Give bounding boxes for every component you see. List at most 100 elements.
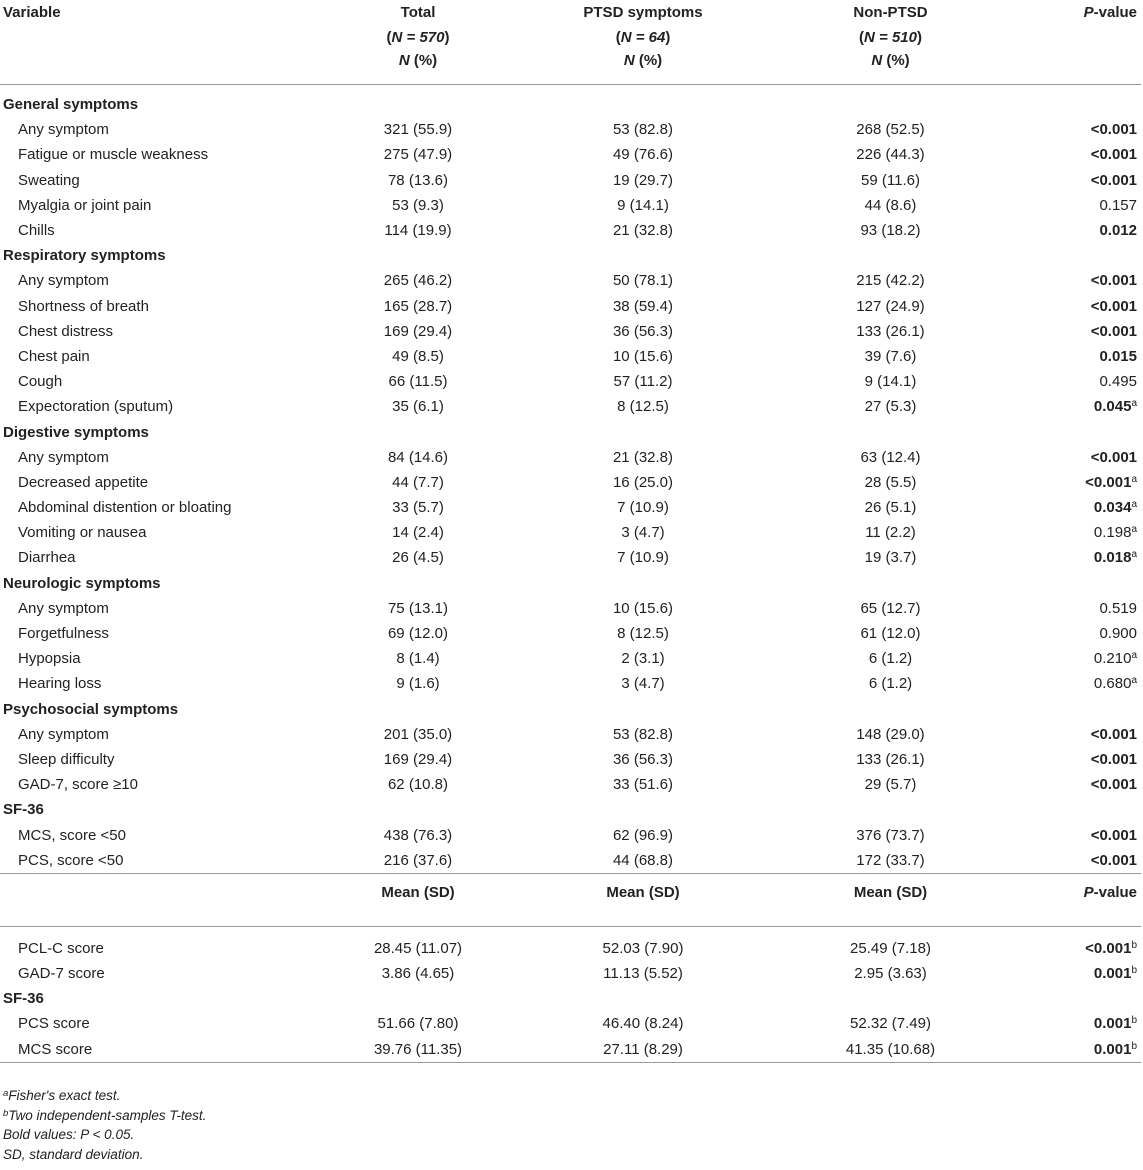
ptsd-value: 49 (76.6)	[612, 146, 674, 164]
total-value: 84 (14.6)	[387, 448, 449, 466]
spacer-row	[0, 85, 1141, 93]
total-value: 53 (9.3)	[392, 196, 444, 214]
p-value-cell: 0.519	[1013, 596, 1141, 621]
table-row: Any symptom 84 (14.6) 21 (32.8) 63 (12.4) <0…	[0, 445, 1141, 470]
footnote-a: aFisher's exact test.	[3, 1088, 121, 1103]
table-row: Myalgia or joint pain 53 (9.3) 9 (14.1) 44 …	[0, 193, 1141, 218]
p-value-cell: 0.900	[1013, 621, 1141, 646]
ptsd-value: 9 (14.1)	[617, 196, 669, 214]
ptsd-value: 7 (10.9)	[617, 499, 669, 517]
non-ptsd-value: 44 (8.6)	[864, 196, 917, 214]
p-value: 0.012	[1099, 222, 1137, 240]
p-value-cell: <0.001	[1013, 747, 1141, 772]
non-ptsd-value: 26 (5.1)	[864, 499, 917, 517]
header-total-n-text: N = 570	[391, 29, 445, 46]
p-value: 0.018	[1093, 549, 1132, 567]
row-label: Vomiting or nausea	[18, 524, 147, 542]
total-value: 321 (55.9)	[383, 121, 453, 139]
non-ptsd-value: 63 (12.4)	[860, 448, 921, 466]
p-value-cell: 0.210a	[1013, 646, 1141, 671]
row-label: Forgetfulness	[18, 625, 109, 643]
p-value: <0.001	[1090, 171, 1137, 189]
non-ptsd-value: 11 (2.2)	[865, 524, 916, 542]
non-ptsd-value: 226 (44.3)	[856, 146, 925, 164]
ptsd-value: 33 (51.6)	[612, 776, 674, 794]
mean-header-total: Mean (SD)	[318, 873, 518, 927]
footnote-b: bTwo independent-samples T-test.	[3, 1107, 207, 1123]
p-value: <0.001	[1090, 725, 1137, 743]
ptsd-value: 62 (96.9)	[612, 826, 674, 844]
ptsd-value: 52.03 (7.90)	[602, 939, 684, 957]
mean-header-row: Mean (SD) Mean (SD) Mean (SD) P-value	[0, 873, 1141, 927]
row-label: Hypopsia	[18, 650, 81, 668]
ptsd-value: 3 (4.7)	[621, 524, 665, 542]
table-row: Any symptom 321 (55.9) 53 (82.8) 268 (52.5)…	[0, 117, 1141, 142]
p-value-cell: 0.034a	[1013, 495, 1141, 520]
non-ptsd-value: 59 (11.6)	[861, 171, 920, 189]
non-ptsd-value: 133 (26.1)	[856, 750, 925, 768]
header-row-names: Variable Total PTSD symptoms Non-PTSD P-…	[0, 0, 1141, 25]
total-value: 75 (13.1)	[387, 599, 449, 617]
p-value: <0.001	[1085, 939, 1132, 957]
ptsd-value: 21 (32.8)	[612, 448, 674, 466]
total-value: 201 (35.0)	[383, 725, 453, 743]
total-value: 44 (7.7)	[392, 473, 444, 491]
mean-header-pvalue: P-value	[1013, 873, 1141, 927]
table-row: Hearing loss 9 (1.6) 3 (4.7) 6 (1.2) 0.680a	[0, 671, 1141, 696]
p-value: <0.001	[1085, 473, 1132, 491]
non-ptsd-value: 133 (26.1)	[856, 322, 925, 340]
table-row: Vomiting or nausea 14 (2.4) 3 (4.7) 11 (2.2…	[0, 520, 1141, 545]
p-value: <0.001	[1090, 322, 1137, 340]
row-label: GAD-7 score	[18, 965, 105, 983]
non-ptsd-value: 93 (18.2)	[860, 222, 921, 240]
p-value: 0.519	[1099, 599, 1137, 617]
p-value: 0.034	[1093, 499, 1132, 517]
ptsd-value: 46.40 (8.24)	[602, 1015, 684, 1033]
section-title: Digestive symptoms	[3, 423, 149, 441]
p-value: <0.001	[1090, 851, 1137, 869]
table-row: Any symptom 265 (46.2) 50 (78.1) 215 (42.2)…	[0, 268, 1141, 293]
p-value-footnote-marker: a	[1131, 549, 1137, 561]
section-title: Psychosocial symptoms	[3, 700, 179, 718]
p-value: <0.001	[1090, 146, 1137, 164]
ptsd-value: 50 (78.1)	[612, 272, 674, 290]
p-value: 0.001	[1093, 1040, 1132, 1058]
row-label: GAD-7, score ≥10	[18, 776, 138, 794]
ptsd-value: 57 (11.2)	[613, 373, 673, 391]
p-value-cell: 0.680a	[1013, 671, 1141, 696]
spacer-row	[0, 926, 1141, 936]
section-header-row: Psychosocial symptoms	[0, 697, 1141, 722]
total-value: 35 (6.1)	[392, 398, 444, 416]
row-label: Hearing loss	[18, 675, 102, 693]
total-value: 438 (76.3)	[383, 826, 453, 844]
header-pvalue: P-value	[1013, 0, 1141, 25]
row-label: Fatigue or muscle weakness	[18, 146, 209, 164]
p-value-cell: 0.001b	[1013, 1011, 1141, 1036]
section-header-row: SF-36	[0, 797, 1141, 822]
p-value-cell: <0.001a	[1013, 470, 1141, 495]
header-ptsd-pct: N (%)	[518, 50, 768, 85]
p-value-cell: 0.018a	[1013, 545, 1141, 570]
p-value-footnote-marker: a	[1131, 524, 1137, 536]
header-total-pct: N (%)	[318, 50, 518, 85]
header-total: Total	[400, 4, 436, 21]
p-value: 0.210	[1093, 650, 1132, 668]
p-value-cell: 0.045a	[1013, 394, 1141, 419]
p-value: <0.001	[1090, 121, 1137, 139]
p-value-cell: 0.001b	[1013, 961, 1141, 986]
total-value: 169 (29.4)	[383, 750, 453, 768]
ptsd-value: 44 (68.8)	[518, 847, 768, 874]
ptsd-value: 38 (59.4)	[612, 297, 674, 315]
header-row-n: (N = 570) (N = 64) (N = 510)	[0, 25, 1141, 50]
row-label: Chest pain	[18, 347, 90, 365]
p-value-cell: <0.001b	[1013, 936, 1141, 961]
p-value-footnote-marker: a	[1131, 675, 1137, 687]
p-value-cell: 0.495	[1013, 369, 1141, 394]
p-value-cell: <0.001	[1013, 445, 1141, 470]
table-row: Hypopsia 8 (1.4) 2 (3.1) 6 (1.2) 0.210a	[0, 646, 1141, 671]
p-value: 0.001	[1093, 965, 1132, 983]
p-value: <0.001	[1090, 750, 1137, 768]
row-label: MCS score	[0, 1036, 318, 1063]
table-row: PCS score 51.66 (7.80) 46.40 (8.24) 52.32 (…	[0, 1011, 1141, 1036]
table-row: Chest pain 49 (8.5) 10 (15.6) 39 (7.6) 0.015	[0, 344, 1141, 369]
